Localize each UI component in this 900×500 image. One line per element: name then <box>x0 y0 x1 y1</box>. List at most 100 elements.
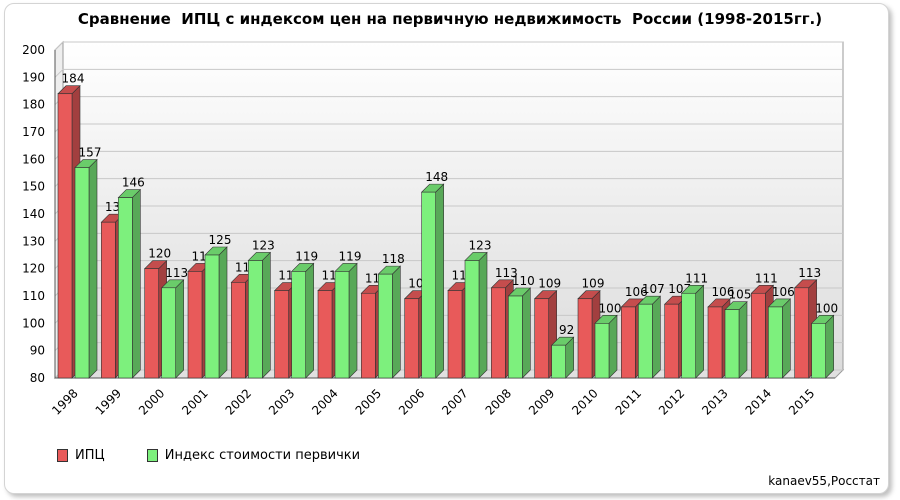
bar-cpi <box>794 287 809 379</box>
y-tick-label: 110 <box>22 289 45 303</box>
bar-primary-index-label: 100 <box>815 301 838 315</box>
bar-cpi <box>707 306 723 379</box>
x-tick-label: 1998 <box>49 386 80 417</box>
legend: ИПЦ Индекс стоимости первички <box>57 448 398 466</box>
x-tick-label: 1999 <box>93 386 124 417</box>
bar-cpi <box>404 298 419 379</box>
bar-primary-index <box>74 167 90 379</box>
bar-primary-index-label: 123 <box>469 238 492 252</box>
bar-primary-index-label: 125 <box>209 233 232 247</box>
bar-primary-index <box>724 309 740 379</box>
legend-swatch-cpi <box>57 449 68 462</box>
x-tick-label: 2008 <box>483 386 514 417</box>
bar-primary-index-side <box>825 314 834 379</box>
legend-label-cpi: ИПЦ <box>75 448 105 463</box>
bar-primary-index-label: 119 <box>295 249 318 263</box>
legend-swatch-primary-index <box>146 449 158 462</box>
bar-primary-index <box>421 191 436 379</box>
bar-cpi <box>57 93 73 379</box>
y-tick-label: 90 <box>30 344 45 358</box>
bar-primary-index-side <box>652 295 661 379</box>
bar-cpi <box>751 292 766 379</box>
bar-cpi <box>317 290 333 379</box>
x-tick-label: 2006 <box>396 386 427 417</box>
bar-cpi <box>447 290 463 379</box>
bar-primary-index-label: 118 <box>382 252 405 266</box>
bar-primary-index-side <box>695 284 704 379</box>
bar-primary-index <box>248 260 263 379</box>
legend-item-primary-index: Индекс стоимости первички <box>146 448 361 463</box>
bar-primary-index-side <box>348 262 358 379</box>
bar-primary-index-label: 157 <box>79 146 102 160</box>
bar-primary-index <box>161 287 176 379</box>
bar-primary-index-side <box>132 188 141 379</box>
x-tick-label: 2002 <box>223 386 254 417</box>
bar-cpi-label: 109 <box>538 277 561 291</box>
bar-cpi-label: 111 <box>755 271 778 285</box>
bar-primary-index <box>204 254 220 379</box>
bar-primary-index-label: 107 <box>642 282 665 296</box>
bar-primary-index-side <box>738 300 748 379</box>
bar-primary-index-label: 146 <box>122 176 145 190</box>
chart-title: Сравнение ИПЦ с индексом цен на первичну… <box>77 10 823 28</box>
bar-cpi <box>664 303 679 379</box>
x-tick-label: 2013 <box>699 386 730 417</box>
bar-primary-index-side <box>478 251 488 379</box>
x-tick-label: 2004 <box>309 386 340 417</box>
bar-primary-index-label: 92 <box>559 323 574 337</box>
gridline <box>54 68 843 78</box>
bar-primary-index-side <box>305 262 314 379</box>
bar-primary-index-label: 119 <box>339 249 362 263</box>
bar-cpi <box>577 298 593 379</box>
bar-cpi-label: 113 <box>495 266 518 280</box>
bar-primary-index <box>378 273 393 379</box>
legend-label-primary-index: Индекс стоимости первички <box>164 448 361 463</box>
bar-cpi-label: 113 <box>798 266 821 280</box>
bar-cpi-label: 106 <box>625 285 648 299</box>
bar-primary-index <box>464 260 480 379</box>
bar-primary-index-side <box>88 158 98 379</box>
x-tick-label: 2014 <box>743 386 774 417</box>
bar-primary-index <box>118 197 133 379</box>
bar-cpi-label: 184 <box>62 72 85 86</box>
bar-cpi <box>491 287 506 379</box>
bar-primary-index <box>768 306 783 379</box>
y-tick-label: 150 <box>22 180 45 194</box>
y-tick-label: 190 <box>22 70 45 84</box>
bar-primary-index-label: 111 <box>685 271 708 285</box>
bar-primary-index-label: 110 <box>512 274 535 288</box>
bar-primary-index-side <box>175 279 184 379</box>
y-tick-label: 180 <box>22 98 45 112</box>
y-tick-label: 120 <box>22 262 45 276</box>
bar-primary-index-side <box>608 314 618 379</box>
y-tick-label: 100 <box>22 316 45 330</box>
bar-cpi <box>534 298 549 379</box>
x-tick-label: 2015 <box>786 386 817 417</box>
bar-cpi <box>621 306 636 379</box>
source-credit: kanaev55,Росстат <box>768 474 880 488</box>
bar-cpi <box>231 282 246 379</box>
bar-primary-index <box>811 323 826 379</box>
bar-primary-index-side <box>392 265 401 379</box>
y-tick-label: 160 <box>22 152 45 166</box>
x-tick-label: 2010 <box>569 386 600 417</box>
bar-cpi-label: 106 <box>712 285 735 299</box>
x-tick-label: 2009 <box>526 386 557 417</box>
bar-primary-index <box>334 271 350 379</box>
bar-primary-index-side <box>782 298 791 379</box>
y-tick-label: 200 <box>22 43 45 57</box>
x-tick-label: 2001 <box>179 386 210 417</box>
bar-primary-index-label: 113 <box>165 266 188 280</box>
bar-primary-index <box>594 323 610 379</box>
bar-primary-index-label: 105 <box>729 288 752 302</box>
bar-primary-index-label: 106 <box>772 285 795 299</box>
x-tick-label: 2012 <box>656 386 687 417</box>
x-tick-label: 2011 <box>613 386 644 417</box>
bar-primary-index <box>551 344 566 379</box>
bar-cpi <box>187 271 203 379</box>
bar-cpi <box>361 292 376 379</box>
x-tick-label: 2003 <box>266 386 297 417</box>
bar-primary-index-side <box>218 246 228 379</box>
